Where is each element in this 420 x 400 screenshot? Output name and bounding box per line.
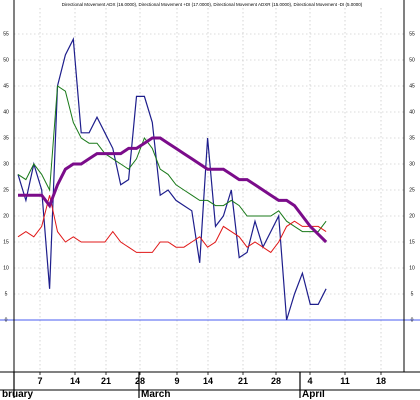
- y-tick-label: 25: [409, 188, 415, 194]
- y-tick-label: 35: [409, 136, 415, 142]
- axes: [0, 0, 420, 391]
- y-tick-label: 10: [3, 266, 9, 272]
- y-tick-label: 30: [409, 162, 415, 168]
- y-tick-label: 55: [3, 32, 9, 38]
- x-tick-label: 21: [238, 376, 248, 386]
- x-tick-label: 4: [307, 376, 312, 386]
- y-tick-label: 0: [411, 318, 414, 324]
- y-tick-label: 5: [5, 292, 8, 298]
- x-tick-label: 18: [376, 376, 386, 386]
- series-group: [17, 37, 328, 321]
- month-label: bruary: [2, 389, 34, 400]
- y-tick-label: 40: [409, 110, 415, 116]
- x-tick-label: 11: [340, 376, 350, 386]
- y-tick-label: 10: [409, 266, 415, 272]
- y-tick-label: 55: [409, 32, 415, 38]
- y-tick-label: 0: [5, 318, 8, 324]
- x-tick-label: 14: [203, 376, 213, 386]
- y-ticks-right: 0 5 10 15 20 25 30 35 40 45 50 55: [409, 32, 415, 324]
- x-ticks: 7 14 21 28 9 14 21 28 4 11 18 bruary March April: [2, 372, 386, 400]
- x-tick-label: 14: [70, 376, 80, 386]
- y-tick-label: 5: [411, 292, 414, 298]
- y-tick-label: 15: [3, 240, 9, 246]
- y-tick-label: 30: [3, 162, 9, 168]
- grid-lines: [14, 8, 404, 372]
- series-line-3: [17, 195, 327, 254]
- y-tick-label: 50: [3, 58, 9, 64]
- x-tick-label: 28: [271, 376, 281, 386]
- y-tick-label: 15: [409, 240, 415, 246]
- y-tick-label: 40: [3, 110, 9, 116]
- y-ticks-left: 0 5 10 15 20 25 30 35 40 45 50 55: [3, 32, 9, 324]
- x-tick-label: 28: [135, 376, 145, 386]
- series-line-4: [18, 136, 328, 244]
- y-tick-label: 35: [3, 136, 9, 142]
- chart-title: Directional Movement ADX (16.0000), Dire…: [62, 2, 363, 7]
- x-tick-label: 21: [101, 376, 111, 386]
- month-label: March: [141, 389, 170, 400]
- series-line-2: [17, 85, 327, 233]
- x-tick-label: 9: [174, 376, 179, 386]
- y-tick-label: 20: [409, 214, 415, 220]
- y-tick-label: 50: [409, 58, 415, 64]
- y-tick-label: 45: [409, 84, 415, 90]
- y-tick-label: 20: [3, 214, 9, 220]
- month-label: April: [302, 389, 325, 400]
- series-line-1: [17, 37, 327, 321]
- x-tick-label: 7: [37, 376, 42, 386]
- y-tick-label: 45: [3, 84, 9, 90]
- y-tick-label: 25: [3, 188, 9, 194]
